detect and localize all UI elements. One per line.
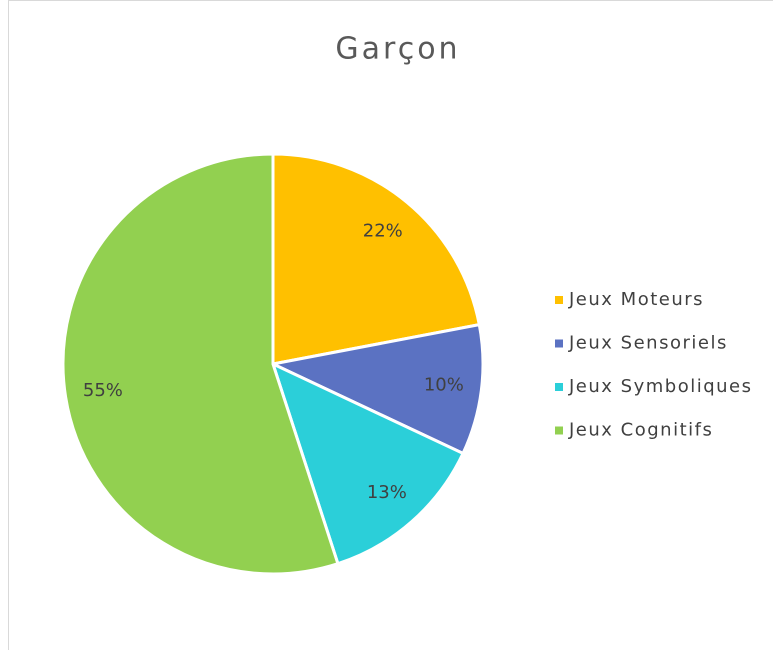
data-label: 13% (367, 482, 407, 503)
legend-swatch (555, 296, 563, 304)
legend-label: Jeux Cognitifs (568, 420, 713, 441)
data-label: 22% (363, 220, 403, 241)
chart-title: Garçon (335, 32, 460, 67)
data-label: 55% (83, 380, 123, 401)
pie-slice (271, 152, 482, 366)
pie-slice (268, 322, 485, 456)
legend-label: Jeux Moteurs (568, 289, 704, 310)
legend-swatch (555, 426, 563, 435)
pie-slice (270, 361, 466, 566)
pie-slice (61, 152, 340, 576)
legend-swatch (555, 339, 563, 348)
data-label: 10% (424, 375, 464, 396)
legend-label: Jeux Sensoriels (568, 333, 728, 354)
legend-swatch (555, 383, 563, 391)
legend-label: Jeux Symboliques (568, 376, 753, 397)
